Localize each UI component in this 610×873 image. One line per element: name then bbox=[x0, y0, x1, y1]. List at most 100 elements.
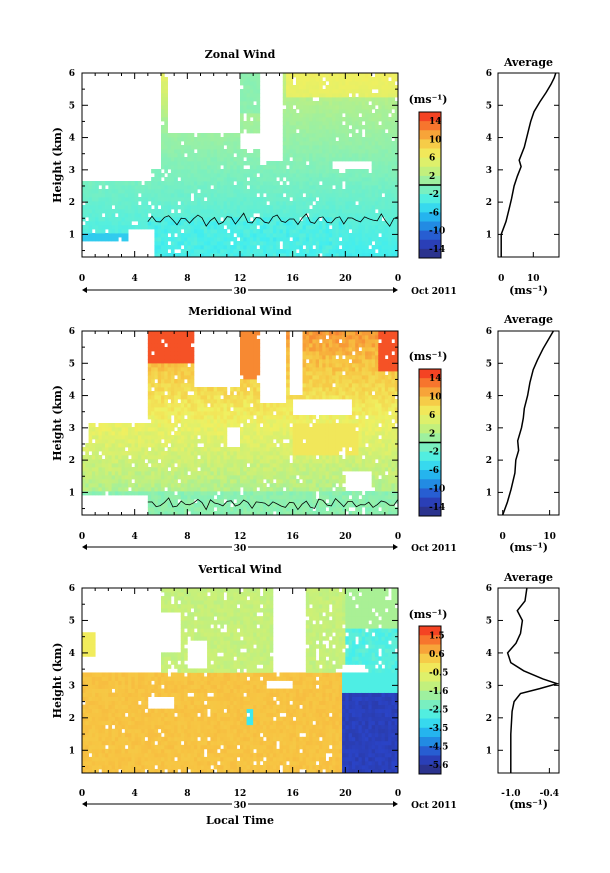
colorbar-tick-label: 1.5 bbox=[429, 631, 445, 641]
y-axis-label: Height (km) bbox=[51, 127, 64, 203]
colorbar-segment bbox=[419, 387, 441, 397]
average-x-tick-label: 0 bbox=[498, 274, 504, 284]
colorbar-segment bbox=[419, 396, 441, 407]
chart-title: Vertical Wind bbox=[197, 563, 282, 576]
average-y-tick-label: 6 bbox=[486, 69, 492, 79]
date-axis-arrow-right bbox=[393, 544, 398, 550]
date-label: Oct 2011 bbox=[411, 287, 457, 297]
x-tick-label: 4 bbox=[132, 532, 138, 542]
colorbar-segment bbox=[419, 727, 441, 738]
average-y-tick-label: 5 bbox=[486, 359, 492, 369]
chart-title: Meridional Wind bbox=[188, 305, 292, 318]
average-y-tick-label: 3 bbox=[486, 166, 492, 176]
x-tick-label: 12 bbox=[234, 274, 247, 284]
x-tick-label: 12 bbox=[234, 789, 247, 799]
colorbar-segment bbox=[419, 451, 441, 462]
x-tick-label: 16 bbox=[286, 532, 299, 542]
x-tick-label: 20 bbox=[339, 532, 352, 542]
average-y-tick-label: 1 bbox=[486, 746, 492, 756]
average-y-tick-label: 4 bbox=[486, 649, 492, 659]
average-title: Average bbox=[503, 56, 553, 69]
colorbar-segment bbox=[419, 497, 441, 508]
heatmap-field bbox=[82, 73, 399, 258]
average-y-tick-label: 3 bbox=[486, 681, 492, 691]
x-tick-label: 20 bbox=[339, 789, 352, 799]
average-x-tick-label: 0 bbox=[500, 532, 506, 542]
colorbar-tick-label: 0.6 bbox=[429, 650, 445, 660]
x-tick-label: 4 bbox=[132, 274, 138, 284]
colorbar-segment bbox=[419, 248, 441, 259]
y-tick-label: 1 bbox=[69, 230, 75, 240]
average-y-tick-label: 2 bbox=[486, 714, 492, 724]
colorbar-tick-label: -14 bbox=[429, 503, 445, 513]
average-profile-line bbox=[501, 330, 555, 516]
colorbar-frame bbox=[418, 625, 442, 775]
average-y-tick-label: 2 bbox=[486, 198, 492, 208]
colorbar-segment bbox=[419, 203, 441, 213]
colorbar-segment bbox=[419, 414, 441, 425]
date-axis-arrow-right bbox=[393, 287, 398, 293]
y-tick-label: 4 bbox=[69, 392, 75, 402]
x-tick-label: 0 bbox=[79, 532, 85, 542]
colorbar-tick-label: 14 bbox=[429, 117, 442, 127]
date-marker: 30 bbox=[234, 544, 247, 554]
colorbar-tick-label: -3.5 bbox=[429, 724, 448, 734]
colorbar-segment bbox=[419, 378, 441, 388]
colorbar-tick-label: -0.5 bbox=[429, 668, 448, 678]
colorbar-segment bbox=[419, 681, 441, 692]
average-x-tick-label: 10 bbox=[543, 532, 556, 542]
colorbar-segment bbox=[419, 690, 441, 701]
average-y-tick-label: 4 bbox=[486, 392, 492, 402]
colorbar-unit: (ms⁻¹) bbox=[409, 608, 448, 621]
colorbar-unit: (ms⁻¹) bbox=[409, 350, 448, 363]
average-y-tick-label: 1 bbox=[486, 230, 492, 240]
colorbar-tick-label: -5.6 bbox=[429, 761, 448, 771]
x-tick-label: 0 bbox=[395, 274, 401, 284]
y-tick-label: 3 bbox=[69, 166, 75, 176]
average-y-tick-label: 5 bbox=[486, 616, 492, 626]
colorbar-segment bbox=[419, 663, 441, 673]
colorbar-tick-label: -1.6 bbox=[429, 687, 448, 697]
y-tick-label: 6 bbox=[69, 69, 75, 79]
x-axis-label: Local Time bbox=[206, 814, 274, 827]
average-x-tick-label: -1.0 bbox=[501, 789, 520, 799]
colorbar-segment bbox=[419, 221, 441, 232]
colorbar-tick-label: 10 bbox=[429, 393, 442, 403]
colorbar-tick-label: 10 bbox=[429, 135, 442, 145]
date-axis-arrow-right bbox=[393, 801, 398, 807]
colorbar-segment bbox=[419, 369, 441, 379]
date-label: Oct 2011 bbox=[411, 544, 457, 554]
y-tick-label: 4 bbox=[69, 134, 75, 144]
colorbar-segment bbox=[419, 644, 441, 655]
colorbar-segment bbox=[419, 230, 441, 241]
colorbar-segment bbox=[419, 175, 441, 186]
date-axis-arrow-left bbox=[82, 287, 87, 293]
chart-title: Zonal Wind bbox=[205, 48, 276, 61]
x-tick-label: 0 bbox=[79, 789, 85, 799]
colorbar-segment bbox=[419, 433, 441, 443]
colorbar-segment bbox=[419, 460, 441, 471]
x-tick-label: 8 bbox=[184, 789, 190, 799]
average-y-tick-label: 2 bbox=[486, 456, 492, 466]
colorbar-segment bbox=[419, 506, 441, 517]
colorbar-segment bbox=[419, 130, 441, 140]
average-profile-line bbox=[506, 587, 560, 773]
colorbar-tick-label: -2.5 bbox=[429, 705, 448, 715]
date-marker: 30 bbox=[234, 287, 247, 297]
y-tick-label: 2 bbox=[69, 456, 75, 466]
colorbar-segment bbox=[419, 470, 441, 480]
x-tick-label: 0 bbox=[395, 789, 401, 799]
x-tick-label: 16 bbox=[286, 274, 299, 284]
colorbar-segment bbox=[419, 194, 441, 204]
average-x-tick-label: 10 bbox=[527, 274, 540, 284]
colorbar-tick-label: 2 bbox=[429, 172, 435, 182]
colorbar-segment bbox=[419, 424, 441, 434]
colorbar-segment bbox=[419, 700, 441, 710]
colorbar-segment bbox=[419, 635, 441, 645]
date-axis-arrow-left bbox=[82, 544, 87, 550]
colorbar-segment bbox=[419, 148, 441, 159]
y-tick-label: 5 bbox=[69, 616, 75, 626]
colorbar-unit: (ms⁻¹) bbox=[409, 93, 448, 106]
colorbar-tick-label: 6 bbox=[429, 411, 435, 421]
